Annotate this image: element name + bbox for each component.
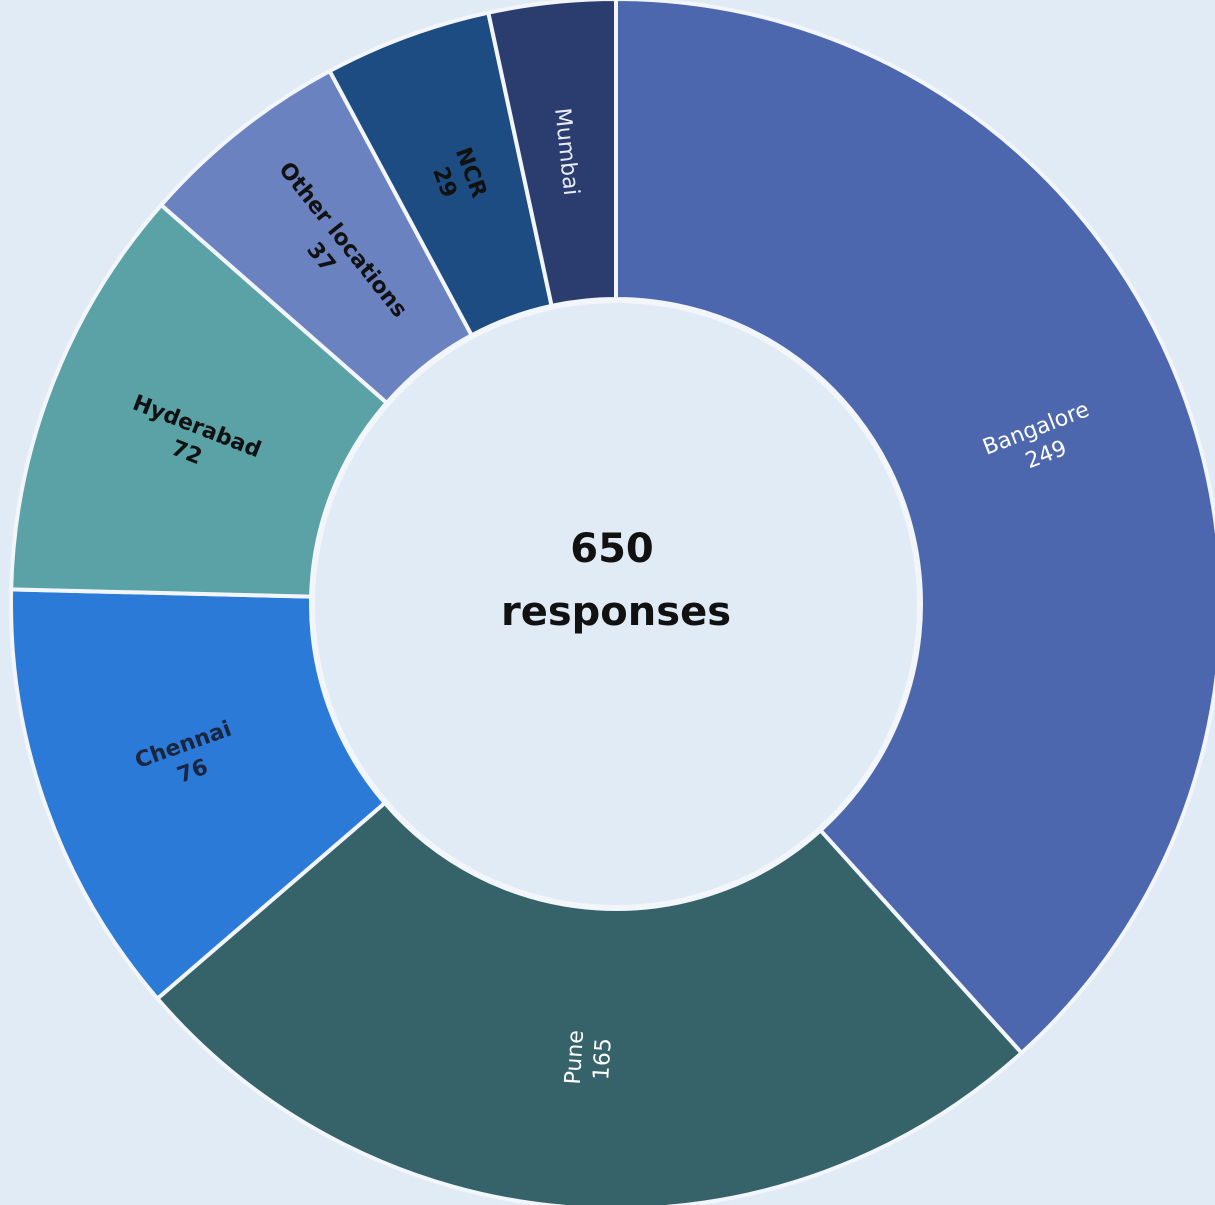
slice-value-label: 165 bbox=[589, 1037, 617, 1080]
slice-label-pune: Pune 165 bbox=[561, 1029, 617, 1085]
slice-hyderabad bbox=[9, 202, 390, 599]
center-total-label: responses bbox=[501, 589, 731, 635]
center-total-value: 650 bbox=[570, 526, 654, 572]
slice-category-label: Pune bbox=[561, 1029, 589, 1085]
slices-layer bbox=[9, 0, 1215, 1205]
donut-hole bbox=[311, 299, 921, 909]
